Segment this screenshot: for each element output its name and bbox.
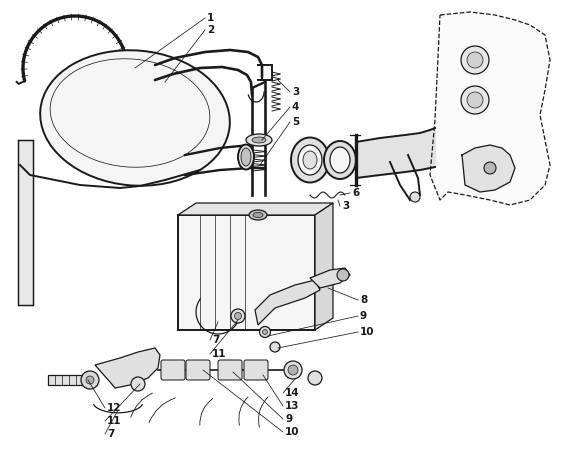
Circle shape [461,46,489,74]
Text: 9: 9 [360,311,367,321]
Circle shape [467,52,483,68]
Ellipse shape [249,210,267,220]
Bar [178,215,315,330]
Circle shape [86,376,94,384]
Circle shape [234,313,241,320]
Circle shape [484,162,496,174]
Circle shape [81,371,99,389]
Circle shape [461,86,489,114]
Circle shape [260,326,270,338]
Text: 1: 1 [207,13,214,23]
Ellipse shape [253,212,263,218]
Text: 7: 7 [107,429,115,439]
Ellipse shape [303,151,317,169]
Ellipse shape [238,144,254,170]
Text: 12: 12 [107,403,121,413]
Circle shape [270,342,280,352]
Polygon shape [255,280,320,325]
FancyBboxPatch shape [244,360,268,380]
FancyBboxPatch shape [186,360,210,380]
Text: 14: 14 [285,388,300,398]
Text: 11: 11 [107,416,121,426]
Circle shape [467,92,483,108]
Text: 3: 3 [292,87,299,97]
Polygon shape [95,348,160,388]
Text: 7: 7 [212,335,219,345]
FancyBboxPatch shape [161,360,185,380]
Ellipse shape [291,137,329,182]
Polygon shape [462,145,515,192]
Ellipse shape [298,145,322,175]
Circle shape [131,377,145,391]
Circle shape [337,269,349,281]
Circle shape [288,365,298,375]
FancyBboxPatch shape [218,360,242,380]
Circle shape [231,309,245,323]
Polygon shape [430,12,550,205]
Ellipse shape [241,148,251,166]
Polygon shape [178,203,333,215]
Polygon shape [310,268,350,288]
Ellipse shape [246,134,272,146]
Bar [48,375,86,385]
Text: 11: 11 [212,349,226,359]
Ellipse shape [40,50,230,186]
Text: 6: 6 [352,188,359,198]
Text: 3: 3 [342,201,350,211]
Circle shape [308,371,322,385]
Ellipse shape [324,141,356,179]
Text: 10: 10 [360,327,375,337]
Polygon shape [315,203,333,330]
Text: 5: 5 [292,117,299,127]
Text: 10: 10 [285,427,300,437]
Bar [18,140,33,305]
Circle shape [410,192,420,202]
Ellipse shape [330,147,350,173]
Text: 8: 8 [360,295,367,305]
Circle shape [284,361,302,379]
Ellipse shape [252,137,266,143]
Text: 13: 13 [285,401,300,411]
Text: 2: 2 [207,25,214,35]
Circle shape [262,330,268,334]
Text: 4: 4 [292,102,299,112]
Text: 9: 9 [285,414,292,424]
